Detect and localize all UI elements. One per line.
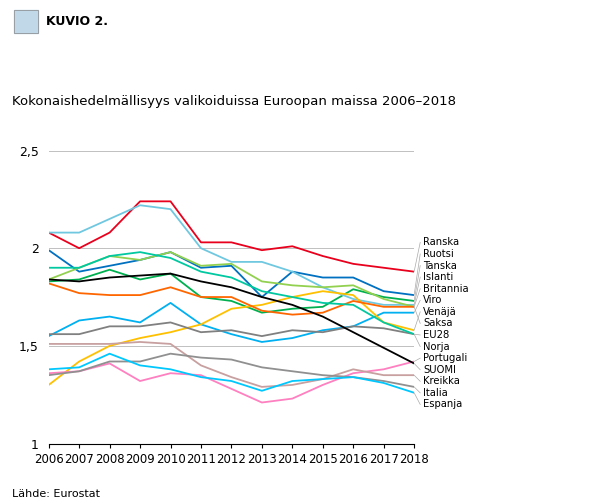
- Text: Viro: Viro: [423, 295, 443, 305]
- Text: Ruotsi: Ruotsi: [423, 249, 454, 259]
- Text: SUOMI: SUOMI: [423, 365, 456, 375]
- Text: Tanska: Tanska: [423, 261, 457, 271]
- Text: Kokonaishedelmällisyys valikoiduissa Euroopan maissa 2006–2018: Kokonaishedelmällisyys valikoiduissa Eur…: [12, 95, 456, 108]
- Text: Britannia: Britannia: [423, 284, 469, 294]
- Bar: [13, 10, 38, 32]
- Bar: [13, 10, 38, 32]
- Text: Kreikka: Kreikka: [423, 376, 460, 386]
- Text: Espanja: Espanja: [423, 400, 462, 409]
- Text: Lähde: Eurostat: Lähde: Eurostat: [12, 489, 100, 499]
- Text: Portugali: Portugali: [423, 353, 468, 363]
- Text: Ranska: Ranska: [423, 237, 459, 247]
- Text: Venäjä: Venäjä: [423, 307, 457, 317]
- Text: KUVIO 2.: KUVIO 2.: [46, 15, 108, 28]
- Text: Norja: Norja: [423, 342, 450, 352]
- Text: Islanti: Islanti: [423, 272, 454, 282]
- Text: Italia: Italia: [423, 388, 448, 398]
- Text: EU28: EU28: [423, 330, 449, 340]
- Text: Saksa: Saksa: [423, 319, 452, 329]
